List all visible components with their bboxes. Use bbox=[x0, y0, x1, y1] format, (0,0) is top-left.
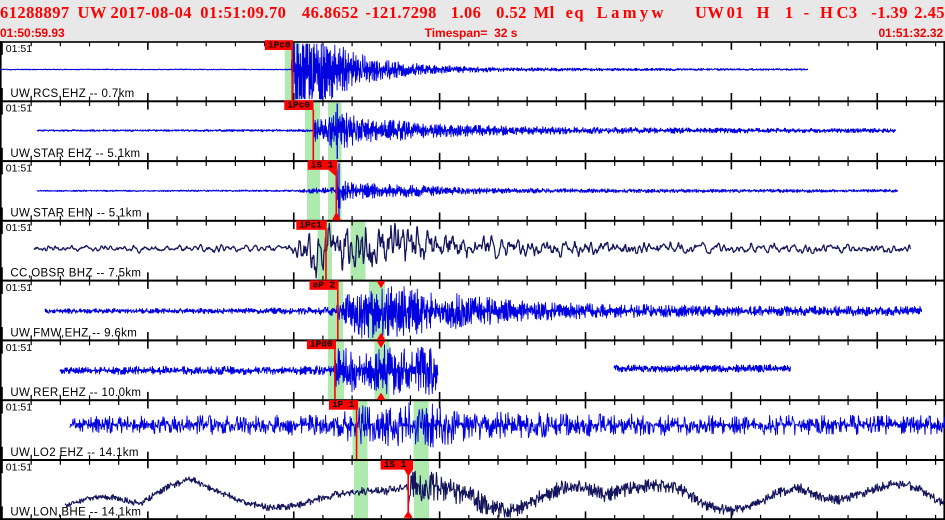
svg-text:01:51: 01:51 bbox=[6, 461, 32, 473]
svg-text:iP 1: iP 1 bbox=[332, 399, 355, 410]
svg-text:UW,FMW,EHZ -- 9.6km: UW,FMW,EHZ -- 9.6km bbox=[10, 327, 137, 339]
svg-text:iPc1: iPc1 bbox=[299, 219, 322, 230]
svg-text:CC,OBSR BHZ -- 7.5km: CC,OBSR BHZ -- 7.5km bbox=[10, 268, 141, 280]
svg-text:UW,STAR EHZ -- 5.1km: UW,STAR EHZ -- 5.1km bbox=[10, 148, 140, 160]
svg-text:UW,LON,BHE -- 14.1km: UW,LON,BHE -- 14.1km bbox=[10, 507, 141, 519]
svg-text:01:51: 01:51 bbox=[6, 222, 32, 234]
svg-text:01:51: 01:51 bbox=[6, 402, 32, 414]
svg-text:UW,STAR EHN -- 5.1km: UW,STAR EHN -- 5.1km bbox=[10, 208, 141, 220]
svg-text:iPc0: iPc0 bbox=[287, 100, 310, 111]
svg-text:01:51: 01:51 bbox=[6, 282, 32, 294]
svg-text:iPd0: iPd0 bbox=[310, 339, 333, 350]
svg-text:01:51: 01:51 bbox=[6, 103, 32, 115]
svg-text:UW,LO2 EHZ -- 14.1km: UW,LO2 EHZ -- 14.1km bbox=[10, 447, 138, 459]
svg-text:iS 1: iS 1 bbox=[384, 459, 407, 470]
svg-text:iS 1: iS 1 bbox=[311, 159, 334, 170]
svg-text:01:51: 01:51 bbox=[6, 163, 32, 175]
svg-text:iPc0: iPc0 bbox=[268, 40, 291, 51]
svg-text:eP 2: eP 2 bbox=[313, 279, 336, 290]
svg-text:01:51: 01:51 bbox=[6, 342, 32, 354]
svg-text:UW,RCS,EHZ -- 0.7km: UW,RCS,EHZ -- 0.7km bbox=[10, 88, 134, 100]
svg-text:01:51: 01:51 bbox=[6, 43, 32, 55]
svg-text:UW,RER,EHZ -- 10.0km: UW,RER,EHZ -- 10.0km bbox=[10, 387, 141, 399]
